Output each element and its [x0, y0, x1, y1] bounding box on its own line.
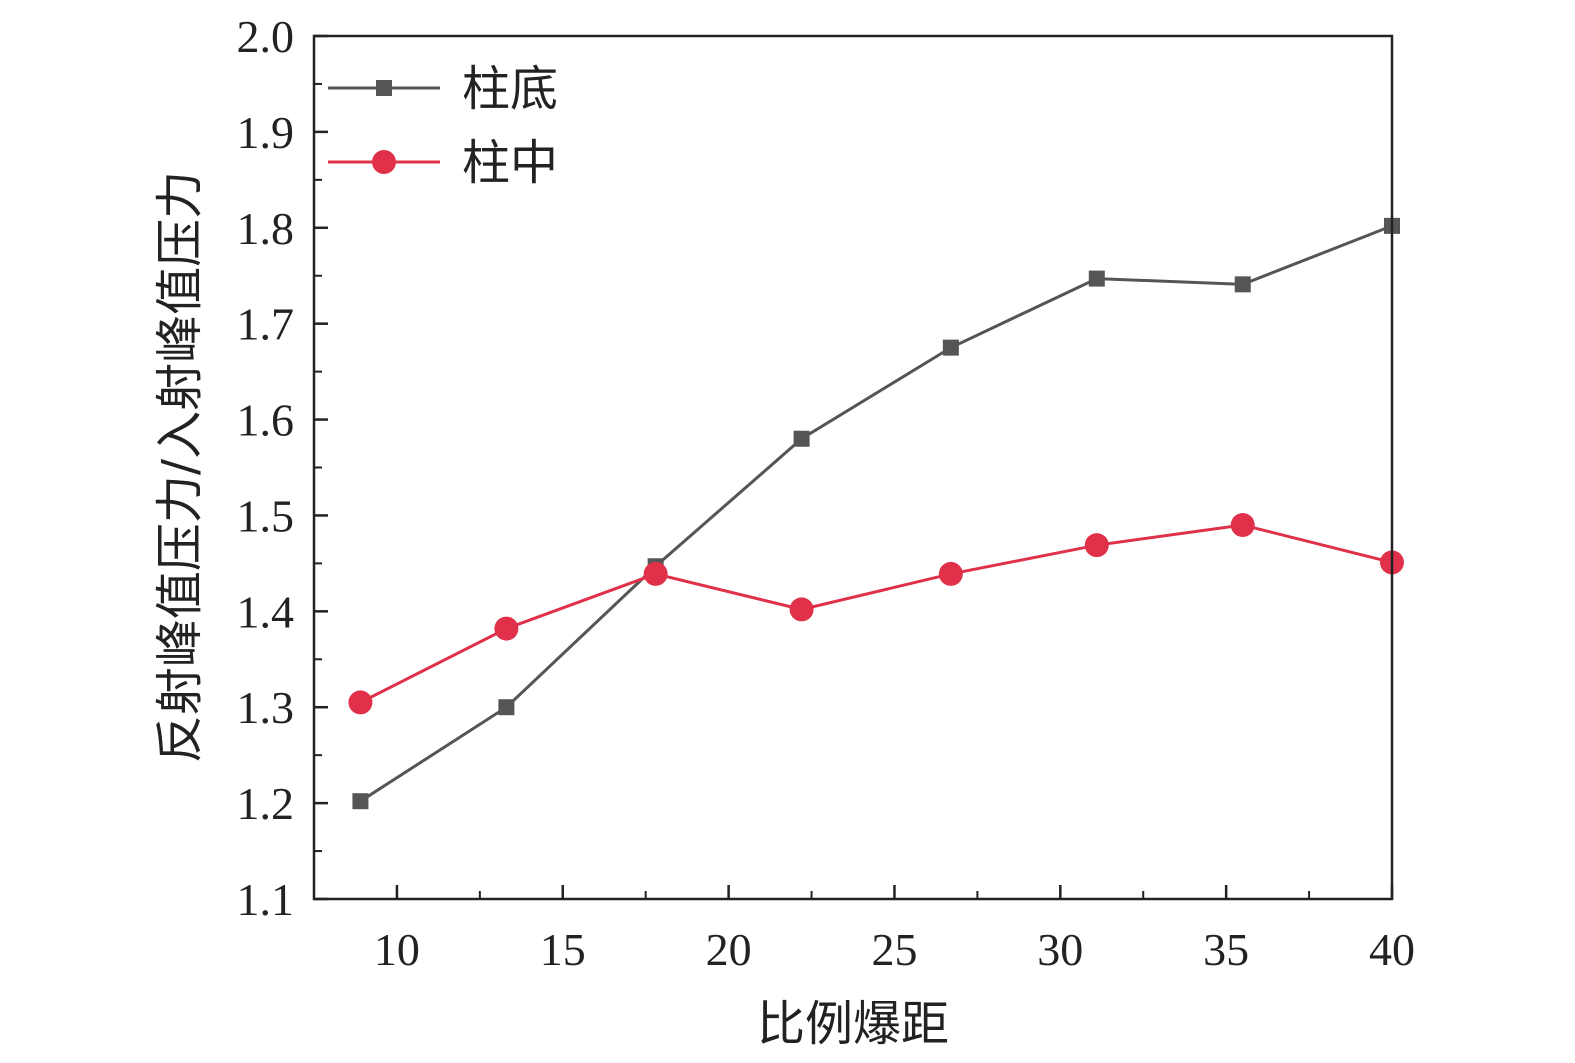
legend-item: 柱底: [328, 61, 558, 117]
plot-frame: [312, 34, 1394, 901]
legend-item: 柱中: [328, 135, 558, 191]
x-tick-label: 40: [1369, 924, 1415, 975]
x-axis-title: 比例爆距: [757, 996, 949, 1052]
legend-marker: [376, 80, 392, 96]
data-point: [643, 561, 668, 586]
x-tick-label: 35: [1203, 924, 1249, 975]
y-tick-label: 1.9: [237, 107, 295, 158]
y-tick-label: 1.8: [237, 203, 295, 254]
series-line: [359, 523, 1393, 704]
y-tick-label: 1.7: [237, 299, 295, 350]
data-point: [1234, 276, 1251, 293]
data-point: [793, 430, 810, 447]
y-tick-label: 1.1: [237, 874, 295, 925]
y-tick-label: 1.3: [237, 682, 295, 733]
data-point: [789, 597, 814, 622]
data-point: [938, 561, 963, 586]
x-tick-label: 15: [540, 924, 586, 975]
x-tick-label: 30: [1037, 924, 1083, 975]
series-line: [359, 224, 1393, 803]
y-tick-label: 1.5: [237, 490, 295, 541]
data-point: [1088, 270, 1105, 287]
data-point: [494, 616, 519, 641]
data-point: [1230, 513, 1255, 538]
data-point: [348, 690, 373, 715]
y-tick-label: 1.2: [237, 778, 295, 829]
data-point: [1084, 533, 1109, 558]
data-point: [498, 699, 515, 716]
x-tick-label: 10: [374, 924, 420, 975]
x-tick-label: 25: [871, 924, 917, 975]
legend-label: 柱中: [462, 135, 558, 191]
ticks-layer: 10 15 20 25 30 35 40 1.1 1.2 1.3 1.4 1.5 1.6 1.7 1.8 1.…: [237, 11, 1416, 975]
y-axis-title: 反射峰值压力/入射峰值压力: [152, 171, 208, 763]
y-tick-label: 2.0: [237, 11, 295, 62]
legend-label: 柱底: [462, 61, 558, 117]
series-layer: [348, 217, 1404, 810]
data-point: [942, 339, 959, 356]
legend-marker: [372, 150, 396, 174]
data-point: [352, 793, 369, 810]
y-tick-label: 1.4: [237, 586, 295, 637]
x-tick-label: 20: [706, 924, 752, 975]
series-2: [348, 513, 1404, 715]
y-tick-label: 1.6: [237, 395, 295, 446]
